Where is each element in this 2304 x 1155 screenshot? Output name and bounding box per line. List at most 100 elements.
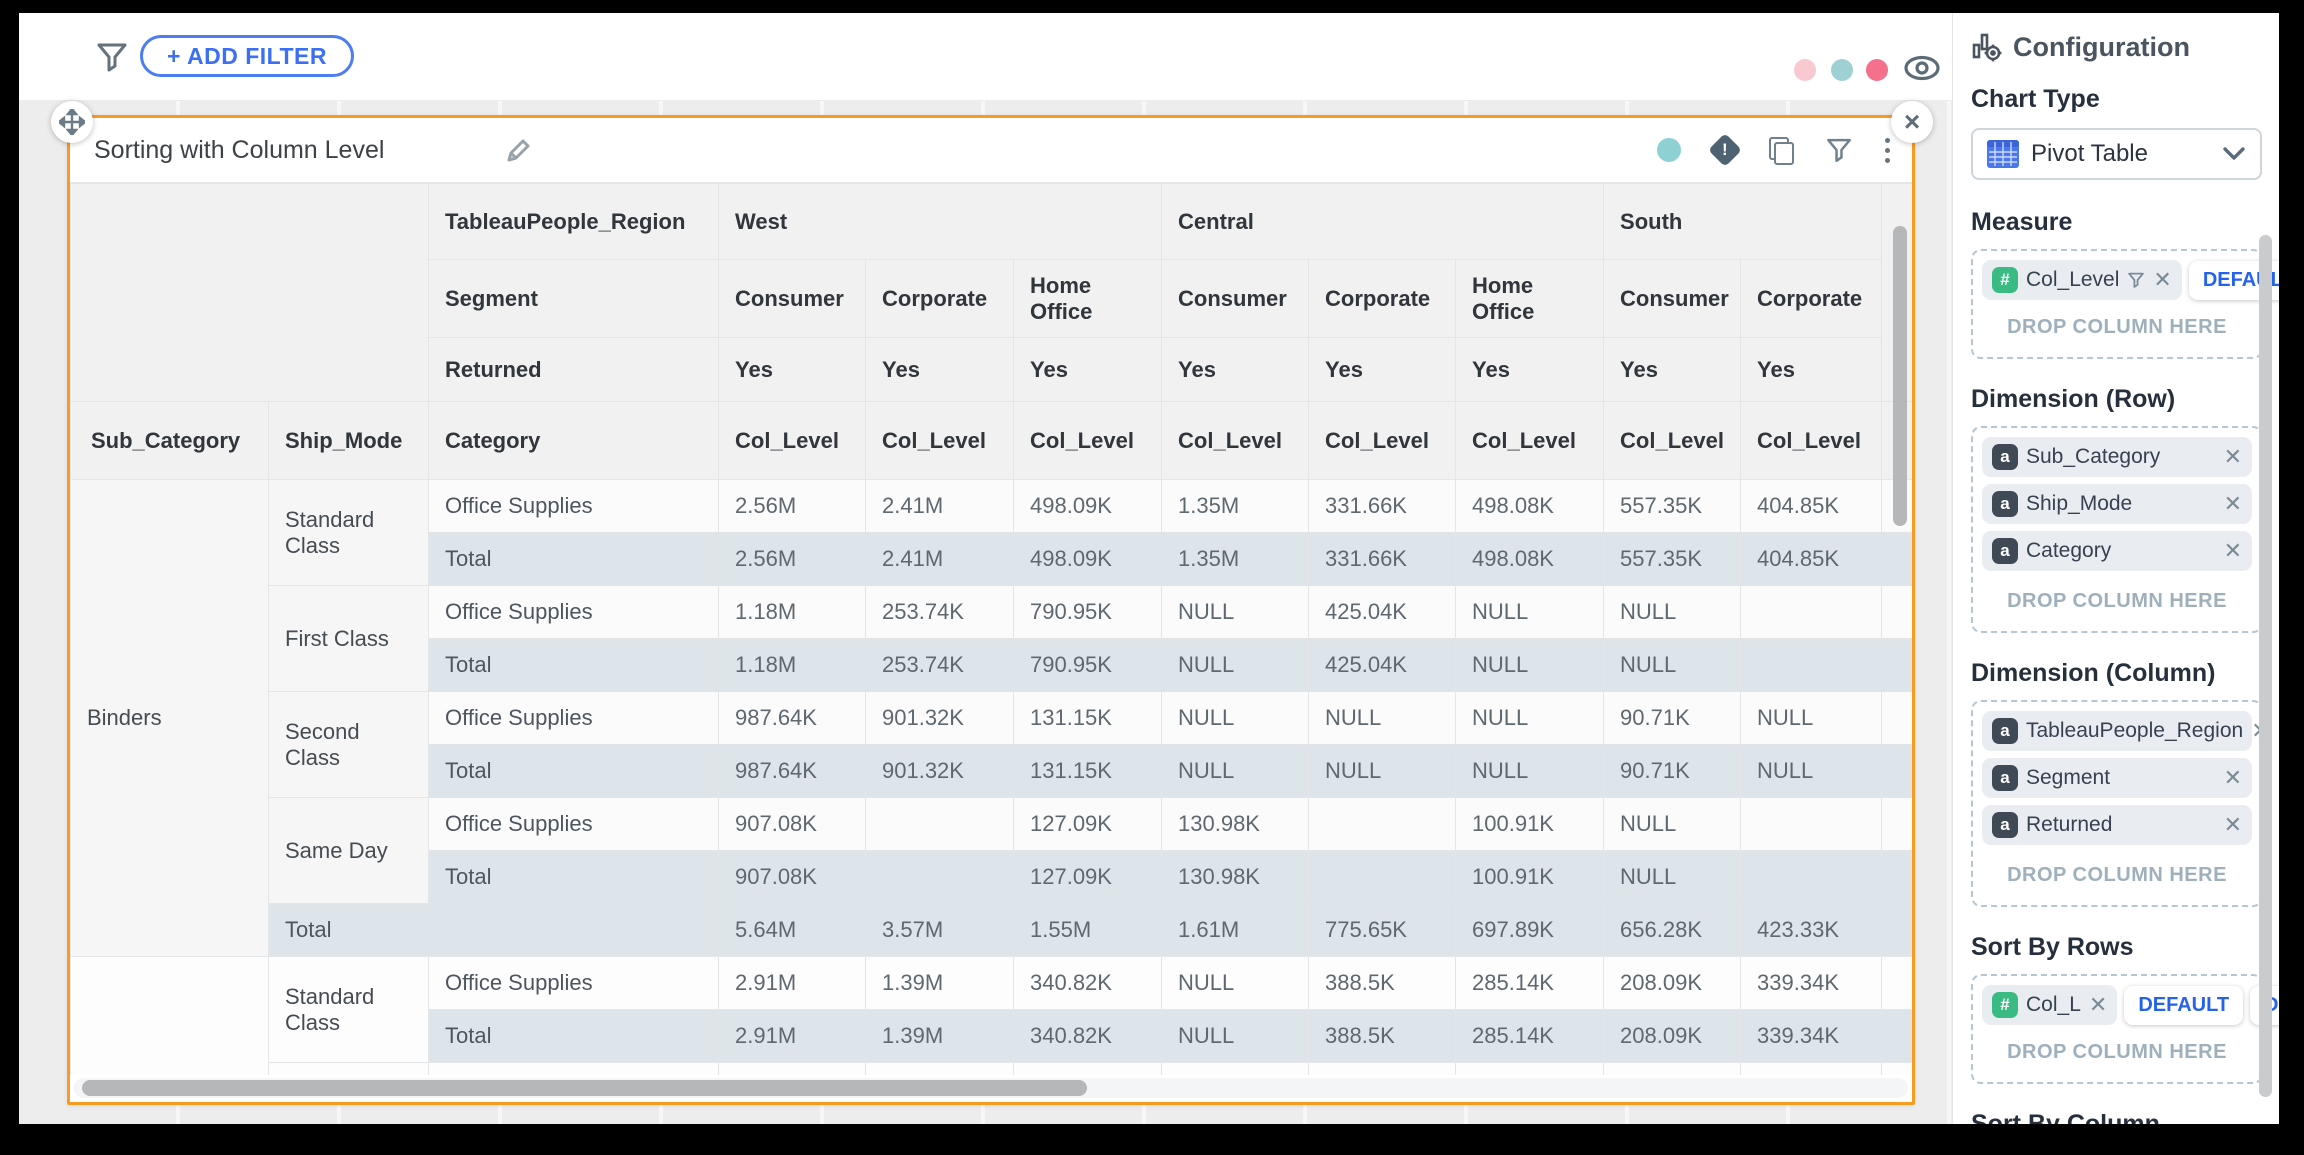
horizontal-scrollbar-track[interactable] <box>74 1078 1908 1098</box>
pivot-header-cell: TableauPeople_Region <box>428 183 719 260</box>
pivot-header-cell: Col_Level <box>1012 401 1163 480</box>
status-dot-red[interactable] <box>1866 59 1888 81</box>
dimension-pill-label: Category <box>2026 539 2112 562</box>
pivot-table-icon <box>1987 140 2019 168</box>
pivot-value-cell <box>1881 744 1912 798</box>
pivot-value-cell: 790.95K <box>1012 585 1163 639</box>
pivot-value-cell <box>1740 797 1883 851</box>
sort-rows-default-button[interactable]: DEFAULT <box>2124 985 2244 1025</box>
pivot-value-cell: 331.66K <box>1308 479 1457 533</box>
status-dot-pink[interactable] <box>1794 59 1816 81</box>
filter-funnel-icon[interactable] <box>95 40 129 74</box>
pivot-value-cell: 498.08K <box>1455 479 1605 533</box>
move-handle[interactable] <box>51 101 93 143</box>
dimension-column-drop-zone[interactable]: a TableauPeople_Region ✕ a Segment ✕ a Returned… <box>1971 700 2270 907</box>
dimension-pill-segment[interactable]: a Segment ✕ <box>1982 758 2252 798</box>
dimension-type-badge: a <box>1992 444 2018 470</box>
pivot-value-cell: 3.57M <box>865 903 1014 957</box>
pivot-row-label: Total <box>428 744 719 798</box>
measure-pill-col-level[interactable]: # Col_Level ✕ <box>1982 260 2182 300</box>
pivot-header-cell: Col_Level <box>1740 401 1883 480</box>
pivot-value-cell: 285.14K <box>1455 1009 1605 1063</box>
sort-by-rows-drop-zone[interactable]: # Col_L ✕ DEFAULT DESC DROP COLUMN HERE <box>1971 974 2279 1084</box>
pivot-value-cell: 423.33K <box>1740 903 1883 957</box>
add-filter-button[interactable]: + ADD FILTER <box>140 35 354 77</box>
pivot-value-cell: 697.89K <box>1455 903 1605 957</box>
status-dot-teal[interactable] <box>1831 59 1853 81</box>
dimension-pill-label: Returned <box>2026 813 2113 836</box>
remove-dimension-icon[interactable]: ✕ <box>2223 444 2242 469</box>
duplicate-icon[interactable] <box>1769 137 1794 165</box>
pivot-header-cell: Yes <box>865 337 1014 402</box>
chart-card[interactable]: × Sorting with Column Level ! TableauPeo… <box>51 101 1933 1105</box>
pivot-value-cell: 907.08K <box>718 797 866 851</box>
pivot-row-label <box>268 1062 429 1075</box>
pivot-value-cell: 340.82K <box>1012 1009 1163 1063</box>
pivot-value-cell <box>1308 850 1457 904</box>
pivot-value-cell: 2.41M <box>865 532 1014 586</box>
pivot-value-cell: NULL <box>1308 691 1457 745</box>
pivot-header-cell: West <box>717 183 1163 260</box>
preview-eye-icon[interactable] <box>1903 53 1941 83</box>
pivot-header-cell: Yes <box>1308 337 1457 402</box>
pivot-value-cell: NULL <box>1603 850 1742 904</box>
pivot-value-cell <box>1881 956 1912 1010</box>
remove-dimension-icon[interactable]: ✕ <box>2223 812 2242 837</box>
card-filter-icon[interactable] <box>1825 136 1853 164</box>
dimension-pill-sub_category[interactable]: a Sub_Category ✕ <box>1982 437 2252 477</box>
edit-title-pencil-icon[interactable] <box>503 136 533 166</box>
pivot-value-cell: 1.35M <box>1161 479 1310 533</box>
pivot-value-cell: 1.39M <box>865 1009 1014 1063</box>
remove-dimension-icon[interactable]: ✕ <box>2223 491 2242 516</box>
horizontal-scrollbar-thumb[interactable] <box>82 1080 1087 1096</box>
pivot-row-label: Standard Class <box>268 479 429 586</box>
dimension-column-section-title: Dimension (Column) <box>1971 659 2216 687</box>
pivot-header-cell <box>70 183 429 402</box>
sidebar-scrollbar-thumb[interactable] <box>2259 235 2272 1097</box>
pivot-value-cell: 790.95K <box>1012 638 1163 692</box>
pivot-value-cell: 339.34K <box>1740 956 1883 1010</box>
pivot-value-cell: NULL <box>1740 744 1883 798</box>
drop-column-hint: DROP COLUMN HERE <box>2007 316 2227 338</box>
close-card-button[interactable]: × <box>1891 101 1933 143</box>
app-window: + ADD FILTER × Sorting with Column Level… <box>19 13 2279 1124</box>
dimension-pill-label: Ship_Mode <box>2026 492 2133 515</box>
pill-filter-icon[interactable] <box>2127 271 2145 289</box>
more-options-kebab-icon[interactable] <box>1885 137 1890 163</box>
remove-sort-rows-icon[interactable]: ✕ <box>2088 992 2108 1017</box>
remove-dimension-icon[interactable]: ✕ <box>2223 765 2242 790</box>
dimension-pill-ship_mode[interactable]: a Ship_Mode ✕ <box>1982 484 2252 524</box>
pivot-value-cell: 90.71K <box>1603 744 1742 798</box>
pivot-header-cell: Home Office <box>1012 259 1163 338</box>
pivot-table-viewport: TableauPeople_Region West Central South Segm… <box>70 182 1912 1075</box>
remove-measure-icon[interactable]: ✕ <box>2153 267 2172 292</box>
chart-type-select[interactable]: Pivot Table <box>1971 128 2262 180</box>
pivot-value-cell <box>1740 850 1883 904</box>
pivot-value-cell: NULL <box>1161 691 1310 745</box>
warning-diamond-icon[interactable]: ! <box>1708 133 1742 167</box>
pivot-row-label: Standard Class <box>268 956 429 1063</box>
pivot-value-cell: 404.85K <box>1740 479 1883 533</box>
pivot-value-cell: NULL <box>1455 691 1605 745</box>
pivot-row-label: Office Supplies <box>428 1062 719 1075</box>
vertical-scrollbar-thumb[interactable] <box>1893 226 1907 526</box>
pivot-row-label: Total <box>268 903 719 957</box>
remove-dimension-icon[interactable]: ✕ <box>2223 538 2242 563</box>
pivot-value-cell: NULL <box>1603 585 1742 639</box>
pivot-value-cell <box>1881 850 1912 904</box>
measure-drop-zone[interactable]: # Col_Level ✕ DEFAULT DROP COLUMN HERE <box>1971 249 2279 359</box>
pivot-value-cell: 317.13K <box>1308 1062 1457 1075</box>
pivot-value-cell: 388.5K <box>1308 1009 1457 1063</box>
dimension-pill-category[interactable]: a Category ✕ <box>1982 531 2252 571</box>
sort-rows-pill[interactable]: # Col_L ✕ <box>1982 985 2118 1025</box>
pivot-value-cell: 1.61M <box>1161 903 1310 957</box>
pivot-value-cell: 1.39M <box>865 956 1014 1010</box>
pivot-value-cell: 425.04K <box>1308 638 1457 692</box>
pivot-header-cell: Corporate <box>1740 259 1883 338</box>
pivot-header-cell: Segment <box>428 259 719 338</box>
dimension-type-badge: a <box>1992 812 2018 838</box>
pivot-value-cell: 775.65K <box>1308 903 1457 957</box>
dimension-pill-returned[interactable]: a Returned ✕ <box>1982 805 2252 845</box>
dimension-row-drop-zone[interactable]: a Sub_Category ✕ a Ship_Mode ✕ a Category ✕ DROP… <box>1971 426 2263 633</box>
